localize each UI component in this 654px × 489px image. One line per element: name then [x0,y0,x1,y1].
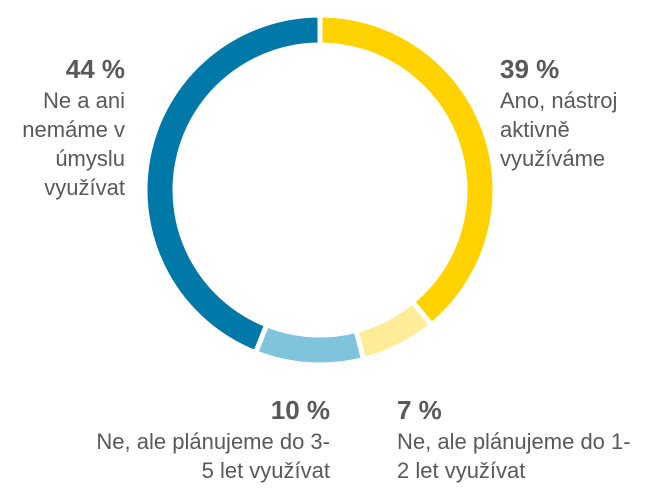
category-label: Ne a ani nemáme v úmyslu využívat [22,88,125,200]
segment-label: 44 % Ne a ani nemáme v úmyslu využívat [10,52,125,202]
category-label: Ne, ale plánujeme do 3-5 let využívat [96,429,330,483]
category-label: Ano, nástroj aktivně využíváme [500,88,618,171]
donut-segment [317,12,498,329]
value-label: 39 % [500,54,560,84]
segment-label: 39 % Ano, nástroj aktivně využíváme [500,52,650,173]
donut-segment [142,12,323,356]
value-label: 44 % [65,54,125,84]
segment-label: 10 % Ne, ale plánujeme do 3-5 let využíva… [90,393,330,485]
value-label: 10 % [270,395,330,425]
donut-segment [252,321,367,368]
value-label: 7 % [397,395,442,425]
segment-label: 7 % Ne, ale plánujeme do 1-2 let využívat [397,393,642,485]
donut-segment [353,298,436,363]
category-label: Ne, ale plánujeme do 1-2 let využívat [397,429,631,483]
